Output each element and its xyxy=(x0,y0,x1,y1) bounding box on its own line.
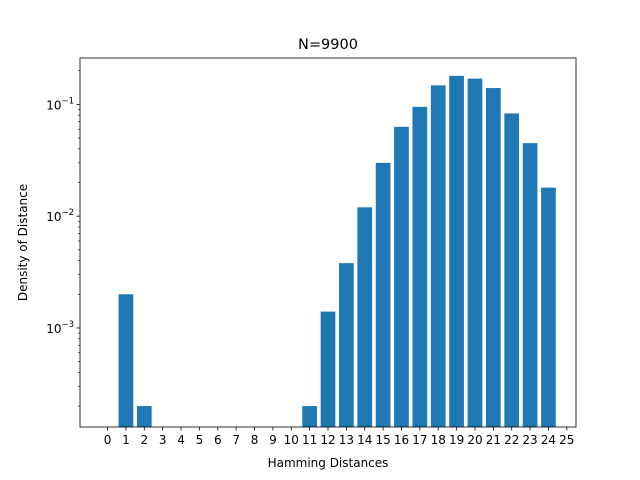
bar-20 xyxy=(467,78,483,427)
x-tick-label-0: 0 xyxy=(104,433,112,447)
x-tick-label-9: 9 xyxy=(269,433,277,447)
x-tick-label-13: 13 xyxy=(339,433,354,447)
x-tick-label-8: 8 xyxy=(251,433,259,447)
x-tick-label-18: 18 xyxy=(431,433,446,447)
x-tick-label-2: 2 xyxy=(140,433,148,447)
x-tick-label-1: 1 xyxy=(122,433,130,447)
bar-22 xyxy=(504,113,520,428)
x-tick-label-10: 10 xyxy=(284,433,299,447)
bar-23 xyxy=(522,143,538,427)
bar-17 xyxy=(412,106,428,427)
bar-1 xyxy=(118,294,134,427)
bar-18 xyxy=(430,85,446,427)
y-tick-label: 10−2 xyxy=(46,208,74,224)
y-tick-label: 10−3 xyxy=(46,320,74,336)
x-tick-label-4: 4 xyxy=(177,433,185,447)
bar-24 xyxy=(541,187,556,427)
bar-13 xyxy=(339,263,354,427)
x-tick-label-16: 16 xyxy=(394,433,409,447)
bar-14 xyxy=(357,207,373,427)
chart-title: N=9900 xyxy=(298,37,358,53)
x-tick-label-5: 5 xyxy=(196,433,204,447)
x-tick-label-24: 24 xyxy=(541,433,556,447)
bar-21 xyxy=(485,88,501,428)
bar-12 xyxy=(320,311,336,427)
y-tick-label: 10−1 xyxy=(46,96,74,112)
x-tick-label-3: 3 xyxy=(159,433,167,447)
bar-16 xyxy=(394,126,409,427)
x-tick-label-23: 23 xyxy=(522,433,537,447)
x-tick-label-12: 12 xyxy=(320,433,335,447)
x-axis-label: Hamming Distances xyxy=(268,456,389,470)
x-tick-label-20: 20 xyxy=(467,433,482,447)
x-tick-label-6: 6 xyxy=(214,433,222,447)
y-axis-ticks: 10−3 10−2 10−1 xyxy=(46,70,80,407)
x-tick-label-19: 19 xyxy=(449,433,464,447)
x-tick-label-7: 7 xyxy=(232,433,240,447)
x-tick-label-17: 17 xyxy=(412,433,427,447)
bar-2 xyxy=(136,406,152,427)
bar-11 xyxy=(302,406,317,427)
x-tick-label-15: 15 xyxy=(375,433,390,447)
x-tick-label-22: 22 xyxy=(504,433,519,447)
y-axis-label: Density of Distance xyxy=(16,184,30,301)
bar-series xyxy=(118,75,556,428)
x-axis-ticks: 0 1 2 3 4 5 6 7 8 9 10 11 12 13 14 15 16 17 18 19 20 21 22 23 24… xyxy=(104,427,574,447)
bar-15 xyxy=(375,162,391,427)
x-tick-label-21: 21 xyxy=(486,433,501,447)
x-tick-label-14: 14 xyxy=(357,433,372,447)
x-tick-label-25: 25 xyxy=(559,433,574,447)
bar-19 xyxy=(449,75,464,427)
x-tick-label-11: 11 xyxy=(302,433,317,447)
